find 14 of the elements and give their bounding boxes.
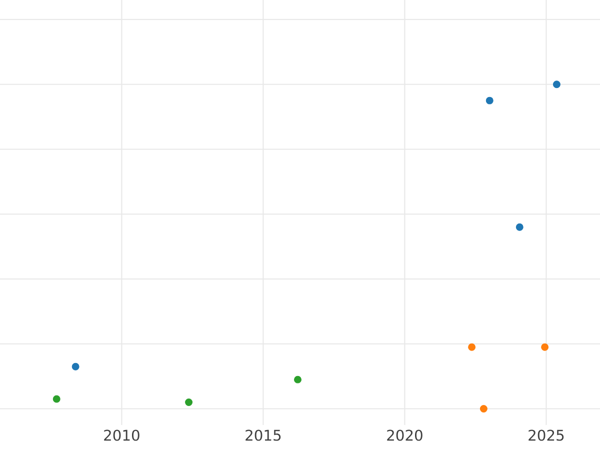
point xyxy=(541,343,549,351)
point xyxy=(72,362,80,370)
point xyxy=(294,376,302,384)
x-tick-label: 2020 xyxy=(387,430,422,441)
point xyxy=(185,398,193,406)
point xyxy=(468,343,476,351)
point xyxy=(480,405,488,413)
point xyxy=(516,223,524,231)
x-tick-label: 2015 xyxy=(246,430,281,441)
x-tick-label: 2010 xyxy=(104,430,140,441)
x-tick-label: 2025 xyxy=(528,430,564,441)
point xyxy=(52,395,60,403)
point xyxy=(486,96,494,104)
point xyxy=(552,80,560,88)
